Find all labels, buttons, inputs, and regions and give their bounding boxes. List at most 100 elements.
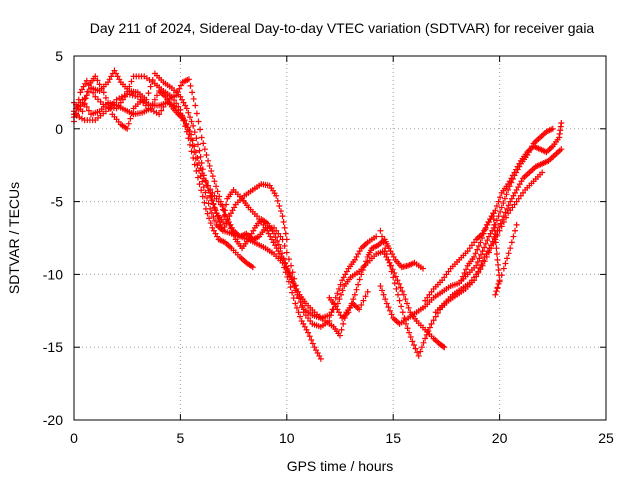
data-point-marker [183, 105, 190, 112]
data-point-marker [406, 329, 413, 336]
data-point-marker [348, 300, 355, 307]
data-point-marker [183, 128, 190, 135]
data-point-marker [283, 265, 290, 272]
data-point-marker [288, 262, 295, 269]
data-point-marker [204, 210, 211, 217]
data-point-marker [186, 141, 193, 148]
data-point-marker [388, 268, 395, 275]
data-point-marker [390, 274, 397, 281]
data-point-marker [213, 183, 220, 190]
data-point-marker [497, 208, 504, 215]
data-point-marker [213, 210, 220, 217]
data-point-marker [387, 262, 394, 269]
data-point-marker [158, 107, 165, 114]
data-point-marker [500, 213, 507, 220]
data-point-marker [191, 161, 198, 168]
data-point-marker [327, 312, 334, 319]
data-point-marker [335, 285, 342, 292]
data-point-marker [480, 257, 487, 264]
data-point-marker [493, 217, 500, 224]
data-point-marker [504, 205, 511, 212]
data-point-marker [211, 204, 218, 211]
data-point-marker [207, 189, 214, 196]
data-point-marker [214, 188, 221, 195]
data-point-marker [484, 237, 491, 244]
data-point-marker [280, 255, 287, 262]
data-point-marker [197, 165, 204, 172]
x-axis-label: GPS time / hours [287, 458, 394, 474]
data-point-marker [215, 216, 222, 223]
data-point-marker [143, 96, 150, 103]
data-point-marker [189, 137, 196, 144]
data-point-marker [209, 173, 216, 180]
data-point-marker [83, 92, 90, 99]
data-point-marker [478, 261, 485, 268]
data-point-marker [326, 317, 333, 324]
data-point-marker [142, 102, 149, 109]
data-point-marker [398, 303, 405, 310]
data-point-marker [140, 99, 147, 106]
data-point-marker [105, 105, 112, 112]
data-point-marker [359, 267, 366, 274]
data-point-marker [185, 76, 192, 83]
data-point-marker [200, 175, 207, 182]
data-point-marker [305, 329, 312, 336]
data-point-marker [90, 89, 97, 96]
data-point-marker [558, 119, 565, 126]
data-point-marker [539, 169, 546, 176]
data-point-marker [110, 99, 117, 106]
data-point-marker [291, 275, 298, 282]
data-point-marker [85, 81, 92, 88]
data-point-marker [425, 328, 432, 335]
data-point-marker [81, 100, 88, 107]
x-tick-label: 5 [177, 430, 185, 446]
data-point-marker [205, 157, 212, 164]
data-point-marker [482, 226, 489, 233]
data-point-marker [297, 313, 304, 320]
data-point-marker [108, 102, 115, 109]
data-point-marker [197, 153, 204, 160]
data-point-marker [196, 160, 203, 167]
data-point-marker [488, 242, 495, 249]
data-point-marker [153, 92, 160, 99]
data-point-marker [351, 291, 358, 298]
data-point-marker [297, 299, 304, 306]
data-point-marker [498, 223, 505, 230]
data-point-marker [92, 73, 99, 80]
data-point-marker [337, 332, 343, 339]
data-point-marker [209, 197, 216, 204]
data-point-marker [218, 224, 225, 231]
data-point-marker [198, 134, 205, 141]
data-points [71, 67, 565, 362]
data-point-marker [223, 201, 230, 208]
data-point-marker [423, 331, 430, 338]
data-point-marker [189, 89, 196, 96]
data-point-marker [347, 304, 354, 311]
data-point-marker [491, 221, 498, 228]
data-point-marker [162, 100, 169, 107]
series-sat-1 [71, 73, 324, 362]
data-point-marker [223, 220, 230, 227]
data-point-marker [385, 304, 392, 311]
data-point-marker [79, 96, 86, 103]
data-point-marker [289, 289, 296, 296]
data-point-marker [417, 348, 424, 355]
data-point-marker [492, 233, 499, 240]
data-point-marker [124, 125, 131, 132]
data-point-marker [499, 216, 506, 223]
data-point-marker [414, 349, 421, 356]
data-point-marker [412, 345, 419, 352]
data-point-marker [125, 120, 132, 127]
data-point-marker [205, 182, 212, 189]
y-tick-label: 0 [55, 121, 63, 137]
data-point-marker [440, 343, 447, 350]
data-point-marker [208, 193, 215, 200]
data-point-marker [479, 248, 486, 255]
data-point-marker [415, 352, 422, 359]
data-point-marker [504, 255, 511, 262]
data-point-marker [336, 296, 343, 303]
data-point-marker [186, 127, 193, 134]
data-point-marker [214, 213, 221, 220]
data-point-marker [338, 326, 345, 333]
y-tick-label: -20 [43, 412, 63, 428]
